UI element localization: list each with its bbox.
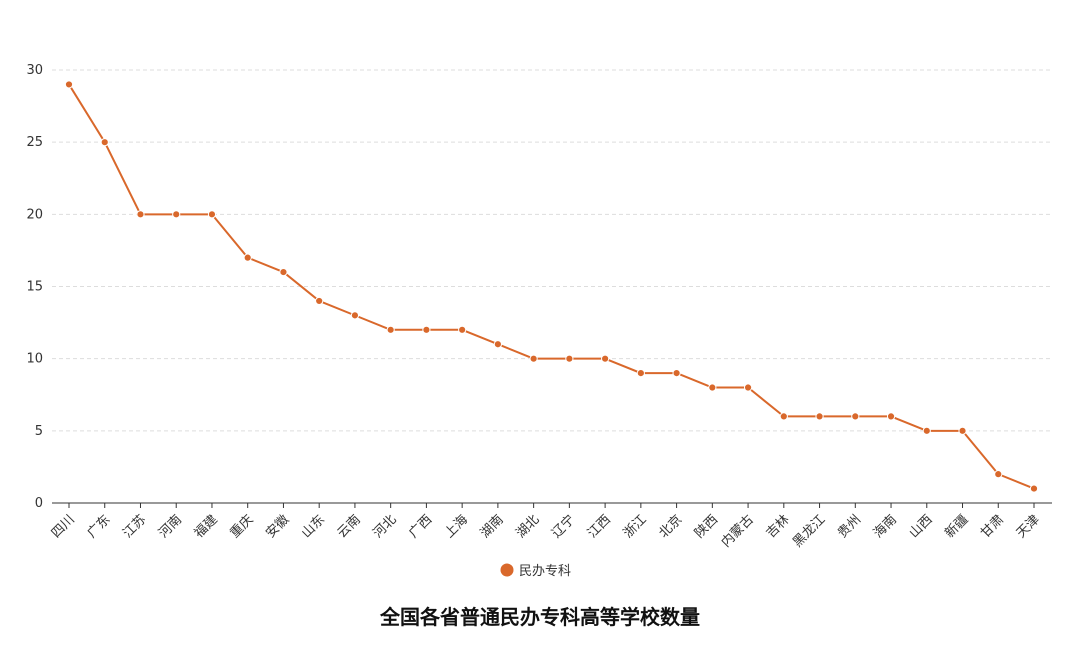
data-point[interactable] xyxy=(565,354,574,363)
data-point[interactable] xyxy=(886,412,896,421)
data-point[interactable] xyxy=(708,383,717,392)
x-tick-label: 湖北 xyxy=(513,512,542,541)
y-tick-label: 20 xyxy=(26,207,43,222)
data-point[interactable] xyxy=(529,354,538,363)
data-point[interactable] xyxy=(279,267,288,277)
x-tick-label: 海南 xyxy=(870,512,900,542)
data-point[interactable] xyxy=(100,138,109,147)
data-point[interactable] xyxy=(994,470,1003,479)
x-tick-label: 云南 xyxy=(334,512,364,542)
x-tick-label: 天津 xyxy=(1014,512,1043,541)
x-tick-label: 重庆 xyxy=(227,512,257,542)
y-tick-label: 15 xyxy=(26,280,43,295)
series-layer xyxy=(64,80,1039,493)
data-point[interactable] xyxy=(1029,484,1039,493)
x-tick-label: 上海 xyxy=(442,512,471,541)
data-point[interactable] xyxy=(386,325,395,334)
x-tick-label: 广东 xyxy=(85,512,114,541)
x-tick-label: 福建 xyxy=(192,512,221,541)
y-tick-label: 25 xyxy=(26,135,43,150)
data-point[interactable] xyxy=(315,296,324,306)
x-tick-label: 广西 xyxy=(406,512,435,541)
data-point[interactable] xyxy=(136,210,145,219)
data-point[interactable] xyxy=(172,210,181,219)
x-tick-label: 新疆 xyxy=(942,512,972,542)
x-tick-label: 山东 xyxy=(299,512,328,541)
data-point[interactable] xyxy=(636,369,645,378)
data-point[interactable] xyxy=(422,325,431,334)
legend-marker[interactable] xyxy=(500,563,514,577)
x-tick-label: 河南 xyxy=(155,512,185,542)
x-tick-label: 甘肃 xyxy=(978,512,1007,541)
data-point[interactable] xyxy=(672,369,681,378)
data-point[interactable] xyxy=(207,210,217,219)
x-tick-label: 湖南 xyxy=(477,512,507,542)
x-axis-ticks: 四川 广东 江苏 河南 福建 重庆 安徽 山东 云南 河北 广西 上海 湖南 湖北 辽宁 江西 浙江 北京 陕西内蒙… xyxy=(49,503,1043,550)
data-point[interactable] xyxy=(779,412,788,421)
data-point[interactable] xyxy=(743,383,753,392)
data-point[interactable] xyxy=(815,412,824,421)
data-point[interactable] xyxy=(243,253,252,262)
data-point[interactable] xyxy=(851,412,860,421)
x-tick-label: 山西 xyxy=(907,512,936,541)
x-tick-label: 安徽 xyxy=(263,512,292,541)
data-point[interactable] xyxy=(458,325,467,334)
legend-label[interactable]: 民办专科 xyxy=(519,564,571,579)
data-point[interactable] xyxy=(350,311,360,320)
x-tick-label: 浙江 xyxy=(621,512,650,541)
chart-title: 全国各省普通民办专科高等学校数量 xyxy=(379,605,700,629)
x-tick-label: 陕西 xyxy=(692,512,721,541)
x-tick-label: 北京 xyxy=(656,512,685,541)
x-tick-label: 四川 xyxy=(49,512,78,541)
data-point[interactable] xyxy=(922,426,931,435)
data-point[interactable] xyxy=(493,340,502,349)
y-tick-label: 5 xyxy=(35,424,43,439)
x-tick-label: 贵州 xyxy=(835,512,864,541)
series-line xyxy=(68,83,1035,490)
x-tick-label: 黑龙江 xyxy=(790,512,828,550)
grid-lines xyxy=(52,69,1052,432)
legend[interactable]: 民办专科 xyxy=(500,563,572,580)
x-tick-label: 内蒙古 xyxy=(718,512,757,551)
y-tick-label: 0 xyxy=(35,496,43,511)
data-point[interactable] xyxy=(958,426,967,435)
x-tick-label: 吉林 xyxy=(764,512,793,541)
x-tick-label: 辽宁 xyxy=(548,512,578,542)
y-tick-label: 10 xyxy=(26,352,43,367)
data-point[interactable] xyxy=(601,354,610,363)
x-tick-label: 河北 xyxy=(370,512,399,541)
x-tick-label: 江苏 xyxy=(120,512,150,542)
y-axis-ticks: 0 5 10 15 20 25 30 xyxy=(26,63,43,511)
data-point[interactable] xyxy=(64,80,74,89)
y-tick-label: 30 xyxy=(26,63,43,78)
x-tick-label: 江西 xyxy=(585,512,614,541)
